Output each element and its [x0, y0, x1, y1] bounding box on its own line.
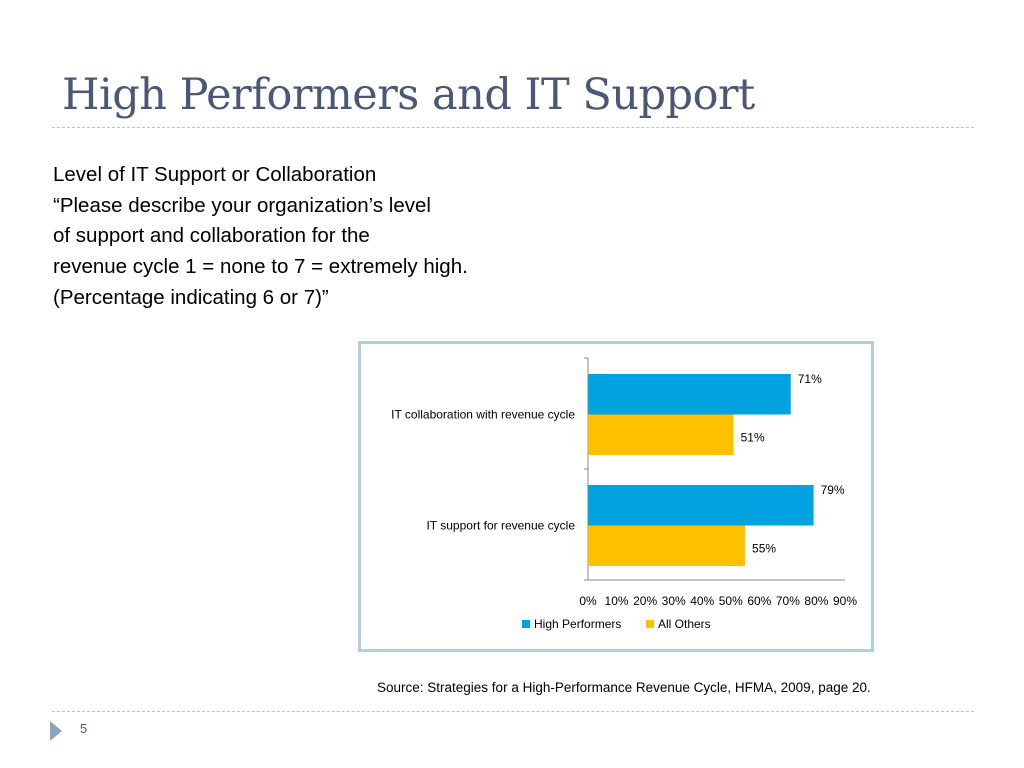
- slide-number: 5: [80, 721, 88, 736]
- category-label: IT support for revenue cycle: [426, 519, 575, 533]
- x-tick-label: 30%: [662, 594, 686, 608]
- category-label: IT collaboration with revenue cycle: [391, 408, 575, 422]
- x-tick-label: 0%: [579, 594, 597, 608]
- x-tick-label: 10%: [605, 594, 629, 608]
- title-divider: [52, 127, 974, 128]
- data-label: 71%: [798, 372, 822, 386]
- x-tick-label: 50%: [719, 594, 743, 608]
- x-tick-label: 20%: [633, 594, 657, 608]
- slide-title: High Performers and IT Support: [62, 70, 755, 120]
- question-line: “Please describe your organization’s lev…: [53, 193, 431, 217]
- bar-chart: 71% 51% IT collaboration with revenue cycl…: [358, 341, 874, 652]
- data-label: 55%: [752, 542, 776, 556]
- x-tick-label: 80%: [804, 594, 828, 608]
- x-tick-label: 60%: [747, 594, 771, 608]
- data-label: 51%: [741, 431, 765, 445]
- question-line: of support and collaboration for the: [53, 224, 370, 248]
- bullet-arrow-icon: [50, 721, 62, 741]
- legend-label: All Others: [658, 617, 711, 631]
- question-line: (Percentage indicating 6 or 7)”: [53, 285, 329, 309]
- footer-divider: [52, 711, 974, 712]
- question-line: Level of IT Support or Collaboration: [53, 163, 377, 186]
- bar-all-others: [588, 525, 746, 566]
- x-tick-label: 40%: [690, 594, 714, 608]
- x-tick-label: 90%: [833, 594, 857, 608]
- chart-canvas: 71% 51% IT collaboration with revenue cycl…: [391, 357, 857, 631]
- bar-high-performers: [588, 485, 814, 526]
- bar-high-performers: [588, 374, 791, 415]
- bar-all-others: [588, 414, 734, 455]
- x-tick-label: 70%: [776, 594, 800, 608]
- legend-label: High Performers: [534, 617, 621, 631]
- question-text: Level of IT Support or Collaboration “Pl…: [53, 160, 468, 314]
- data-label: 79%: [821, 483, 845, 497]
- legend-swatch: [522, 620, 530, 628]
- legend-swatch: [646, 620, 654, 628]
- question-line: revenue cycle 1 = none to 7 = extremely …: [53, 255, 468, 279]
- source-citation: Source: Strategies for a High-Performanc…: [377, 680, 871, 695]
